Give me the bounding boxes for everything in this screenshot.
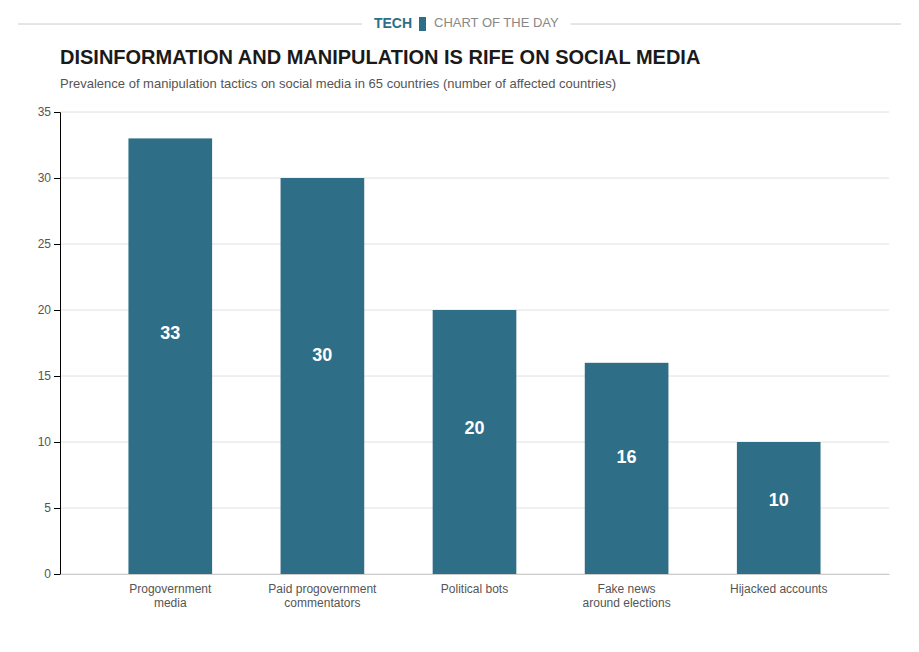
y-tick-label: 5 [44, 501, 51, 515]
data-label: 16 [617, 447, 637, 467]
data-label: 20 [464, 418, 484, 438]
bar [128, 138, 212, 574]
y-tick-mark [54, 178, 60, 179]
subtitle: Prevalence of manipulation tactics on so… [60, 76, 616, 91]
plot: 0 5 10 15 20 25 30 35 Progovernmentmedia Paid pro… [38, 105, 890, 610]
y-tick-mark [54, 112, 60, 113]
data-label: 33 [160, 323, 180, 343]
y-tick-label: 30 [38, 171, 52, 185]
x-tick: Progovernmentmedia [129, 574, 212, 610]
data-label: 10 [769, 490, 789, 510]
header-text: TECH [374, 15, 412, 31]
x-tick-label: Hijacked accounts [730, 582, 827, 596]
y-tick: 20 [38, 303, 60, 317]
y-tick-mark [54, 442, 60, 443]
header-subtext: CHART OF THE DAY [434, 15, 559, 30]
y-tick: 15 [38, 369, 60, 383]
x-tick: Hijacked accounts [730, 574, 827, 596]
x-tick: Paid progovernmentcommentators [268, 574, 377, 610]
y-tick: 30 [38, 171, 60, 185]
y-tick-mark [54, 310, 60, 311]
y-tick-label: 20 [38, 303, 52, 317]
x-axis-line [61, 574, 890, 575]
y-tick: 10 [38, 435, 60, 449]
y-tick-label: 25 [38, 237, 52, 251]
x-axis: Progovernmentmedia Paid progovernmentcomm… [61, 574, 890, 610]
y-tick-mark [54, 376, 60, 377]
y-tick: 35 [38, 105, 60, 119]
y-tick-label: 35 [38, 105, 52, 119]
y-tick: 5 [44, 501, 60, 515]
y-tick-label: 10 [38, 435, 52, 449]
x-tick-label: Progovernmentmedia [129, 582, 212, 610]
y-tick: 0 [44, 567, 60, 581]
x-tick: Fake newsaround elections [583, 574, 671, 610]
data-label: 30 [312, 345, 332, 365]
y-axis: 0 5 10 15 20 25 30 35 [38, 105, 61, 581]
title: DISINFORMATION AND MANIPULATION IS RIFE … [60, 46, 700, 68]
x-tick-label: Paid progovernmentcommentators [268, 582, 377, 610]
y-tick-label: 15 [38, 369, 52, 383]
bar [433, 310, 517, 574]
bar [737, 442, 821, 574]
header-rule [18, 24, 362, 25]
chart: TECH CHART OF THE DAY DISINFORMATION AND M… [0, 0, 919, 652]
bar [585, 363, 669, 574]
x-tick-label: Political bots [441, 582, 508, 596]
y-tick: 25 [38, 237, 60, 251]
header-rule [571, 24, 901, 25]
y-tick-label: 0 [44, 567, 51, 581]
y-tick-mark [54, 244, 60, 245]
header-icon [419, 17, 426, 31]
y-tick-mark [54, 508, 60, 509]
header: TECH CHART OF THE DAY [18, 15, 901, 31]
bar [281, 178, 365, 574]
grid [60, 112, 889, 574]
data-labels: 33 30 20 16 10 [160, 323, 788, 510]
grid-line [60, 112, 889, 113]
x-tick: Political bots [441, 574, 508, 596]
bars [128, 138, 820, 574]
y-tick-mark [54, 574, 60, 575]
y-axis-line [54, 113, 61, 575]
x-tick-label: Fake newsaround elections [583, 582, 671, 610]
